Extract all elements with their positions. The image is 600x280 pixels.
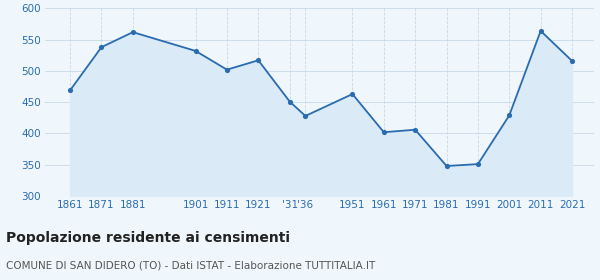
Point	[97, 45, 106, 49]
Point	[473, 162, 483, 166]
Point	[128, 30, 137, 34]
Point	[222, 67, 232, 72]
Point	[442, 164, 451, 168]
Point	[379, 130, 389, 134]
Point	[301, 114, 310, 118]
Point	[347, 92, 357, 96]
Point	[410, 127, 420, 132]
Point	[191, 49, 200, 53]
Point	[254, 58, 263, 62]
Text: Popolazione residente ai censimenti: Popolazione residente ai censimenti	[6, 231, 290, 245]
Point	[505, 113, 514, 118]
Text: COMUNE DI SAN DIDERO (TO) - Dati ISTAT - Elaborazione TUTTITALIA.IT: COMUNE DI SAN DIDERO (TO) - Dati ISTAT -…	[6, 260, 375, 270]
Point	[567, 59, 577, 63]
Point	[536, 29, 545, 33]
Point	[285, 99, 295, 104]
Point	[65, 88, 75, 93]
